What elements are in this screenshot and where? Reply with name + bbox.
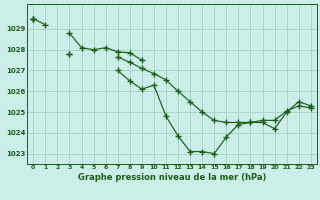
X-axis label: Graphe pression niveau de la mer (hPa): Graphe pression niveau de la mer (hPa): [78, 173, 266, 182]
